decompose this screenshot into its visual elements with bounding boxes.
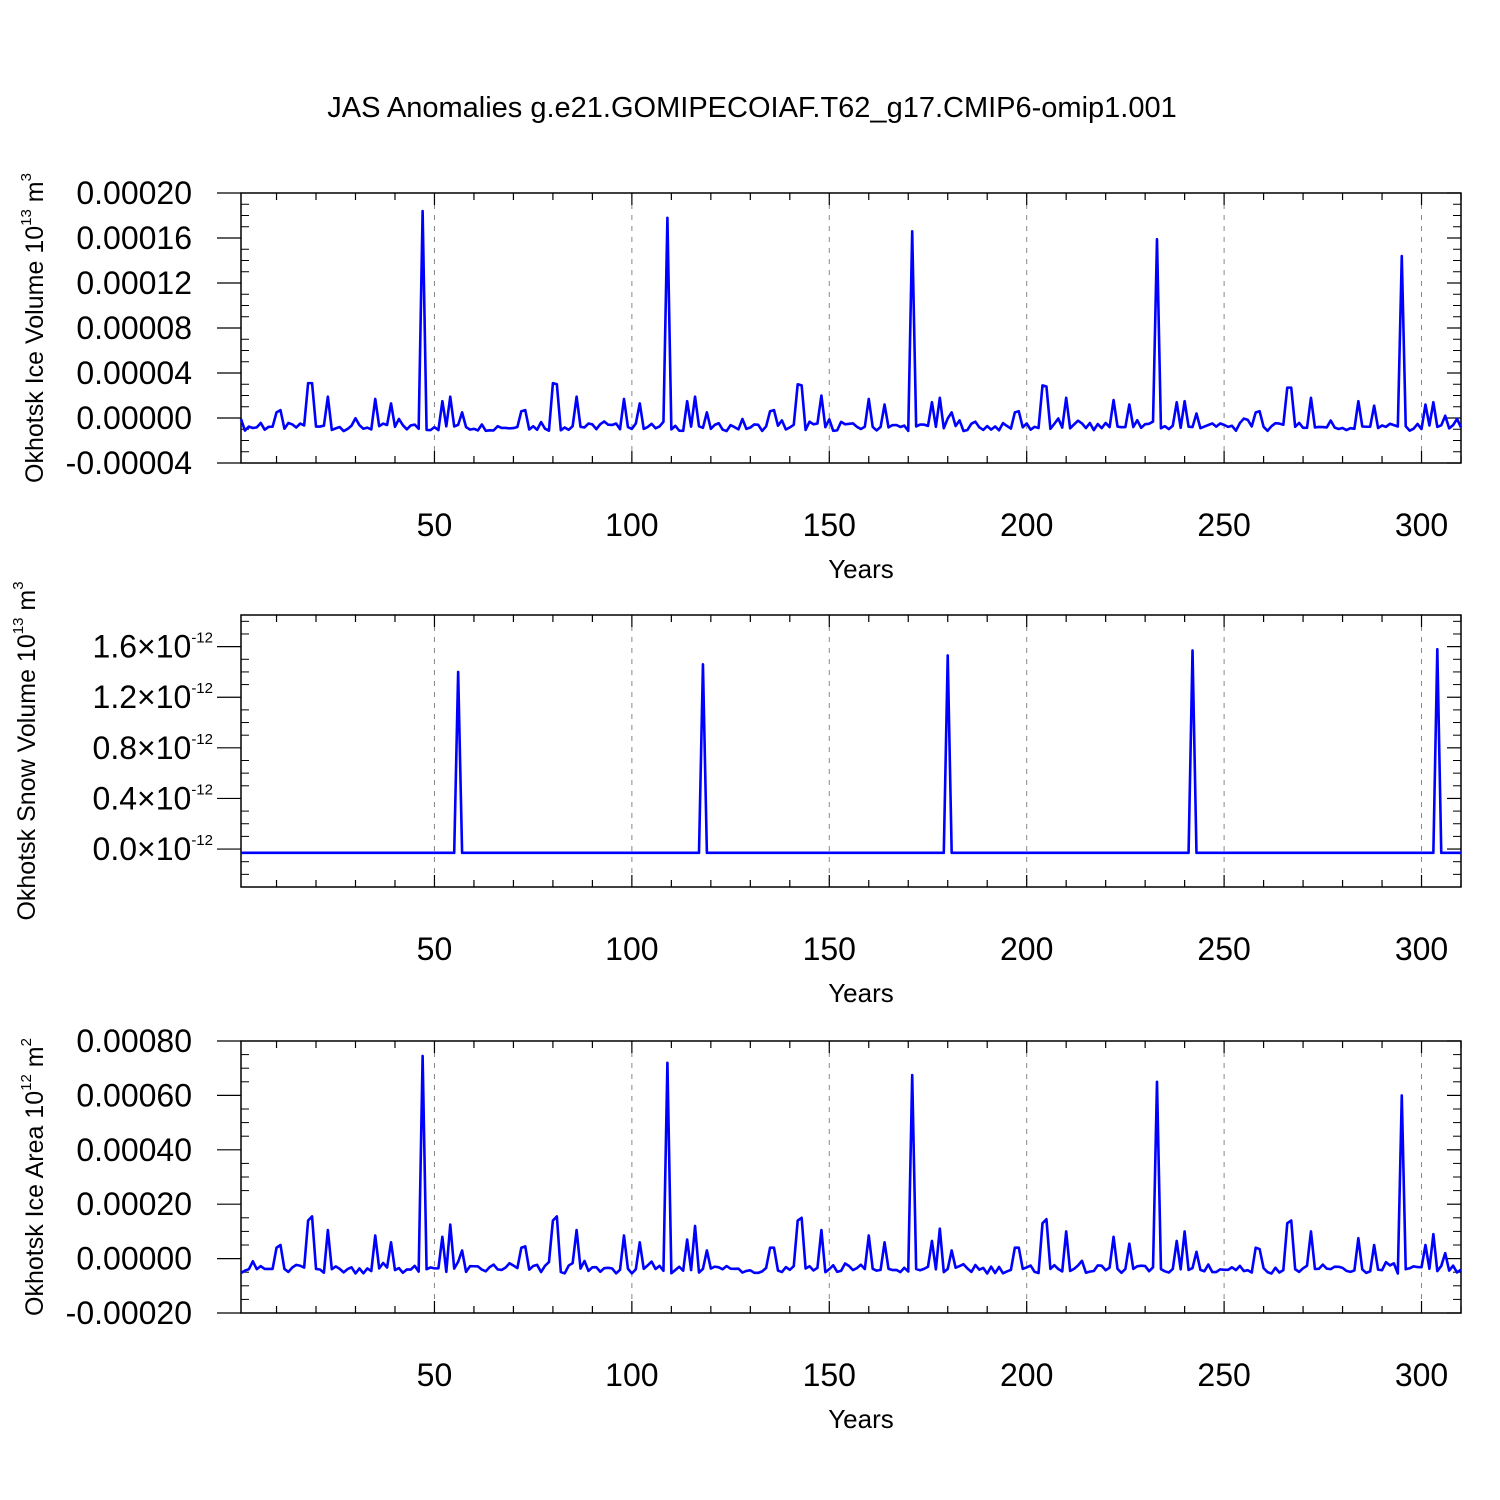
x-tick-label: 100 (605, 1357, 658, 1393)
x-tick-label: 300 (1395, 507, 1448, 543)
y-tick-label: 0.00016 (76, 220, 192, 256)
plot-frame (240, 614, 1462, 888)
x-axis-label: Years (828, 978, 894, 1008)
y-axis-label: Okhotsk Ice Volume 1013 m3 (18, 173, 49, 483)
x-tick-label: 200 (1000, 507, 1053, 543)
y-tick-label: 1.2×10-12 (93, 679, 213, 715)
x-tick-label: 200 (1000, 1357, 1053, 1393)
y-tick-label: -0.00004 (66, 445, 192, 481)
y-tick-label: 0.00020 (76, 175, 192, 211)
x-axis-label: Years (828, 1404, 894, 1434)
y-tick-label: 0.00004 (76, 355, 192, 391)
x-tick-label: 100 (605, 931, 658, 967)
x-tick-label: 150 (803, 507, 856, 543)
y-tick-label: -0.00020 (66, 1295, 192, 1331)
x-tick-label: 50 (417, 931, 453, 967)
y-tick-label: 1.6×10-12 (93, 629, 213, 665)
series-line (239, 209, 1463, 433)
x-axis-label: Years (828, 554, 894, 584)
y-tick-label: 0.00080 (76, 1023, 192, 1059)
x-tick-label: 150 (803, 1357, 856, 1393)
x-tick-label: 250 (1197, 507, 1250, 543)
y-tick-label: 0.00012 (76, 265, 192, 301)
y-axis-label: Okhotsk Ice Area 1012 m2 (18, 1038, 49, 1316)
panel-snow-volume: 50 100 150 200 250 300 Years 1.6×10-12 1.2×10-12… (10, 581, 1462, 1008)
y-tick-label: 0.00000 (76, 400, 192, 436)
x-tick-label: 150 (803, 931, 856, 967)
y-axis-label: Okhotsk Snow Volume 1013 m3 (10, 581, 41, 920)
x-tick-label: 50 (417, 1357, 453, 1393)
plot-frame (240, 192, 1462, 464)
x-tick-label: 300 (1395, 931, 1448, 967)
y-tick-label: 0.00000 (76, 1241, 192, 1277)
figure-title: JAS Anomalies g.e21.GOMIPECOIAF.T62_g17.… (327, 92, 1176, 124)
panel-ice-volume: 50 100 150 200 250 300 Years 0.00020 0.00016 0.00… (18, 173, 1463, 584)
y-tick-label: 0.00060 (76, 1077, 192, 1113)
series-line (241, 647, 1461, 855)
panel-ice-area: 50 100 150 200 250 300 Years 0.00080 0.00060 0.00… (18, 1023, 1462, 1434)
y-tick-label: 0.0×10-12 (93, 831, 213, 867)
y-tick-label: 0.8×10-12 (93, 730, 213, 766)
x-tick-label: 50 (417, 507, 453, 543)
series-line (240, 1054, 1462, 1275)
y-tick-label: 0.4×10-12 (93, 780, 213, 816)
x-tick-label: 100 (605, 507, 658, 543)
y-tick-label: 0.00020 (76, 1186, 192, 1222)
y-tick-label: 0.00040 (76, 1132, 192, 1168)
plot-frame (240, 1040, 1462, 1314)
y-tick-label: 0.00008 (76, 310, 192, 346)
x-tick-label: 200 (1000, 931, 1053, 967)
x-tick-label: 250 (1197, 931, 1250, 967)
x-tick-label: 300 (1395, 1357, 1448, 1393)
x-tick-label: 250 (1197, 1357, 1250, 1393)
